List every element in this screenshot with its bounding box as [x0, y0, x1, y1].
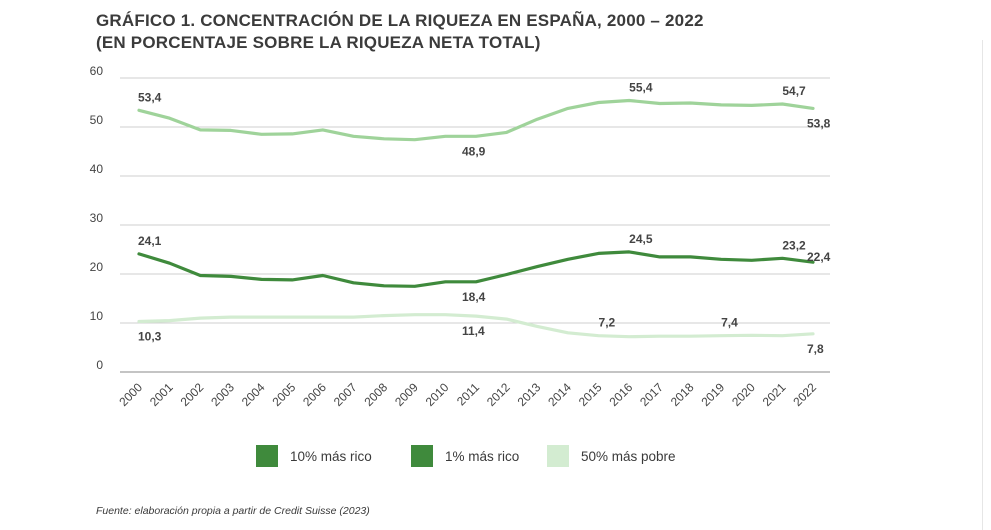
y-tick-label-60: 60	[90, 64, 104, 78]
legend: 10% más rico 1% más rico 50% más pobre	[0, 444, 991, 468]
x-tick-label-2019: 2019	[698, 380, 727, 409]
x-tick-label-2022: 2022	[790, 380, 819, 409]
x-tick-label-2008: 2008	[361, 380, 390, 409]
x-tick-label-2010: 2010	[423, 380, 452, 409]
x-tick-label-2018: 2018	[668, 380, 697, 409]
x-tick-label-2012: 2012	[484, 380, 513, 409]
data-label-10-mas-rico-2011: 48,9	[462, 144, 486, 158]
data-label-1-mas-rico-2016: 24,5	[629, 232, 653, 246]
data-label-10-mas-rico-2022: 53,8	[807, 116, 831, 130]
chart-subtitle: (EN PORCENTAJE SOBRE LA RIQUEZA NETA TOT…	[96, 33, 541, 52]
legend-item-10-mas-rico: 10% más rico	[256, 444, 372, 468]
data-label-50-mas-pobre-2022: 7,8	[807, 342, 824, 356]
legend-item-50-mas-pobre: 50% más pobre	[547, 444, 676, 468]
x-tick-label-2016: 2016	[607, 380, 636, 409]
x-tick-label-2020: 2020	[729, 380, 758, 409]
x-tick-label-2017: 2017	[637, 380, 666, 409]
data-label-1-mas-rico-2011: 18,4	[462, 290, 486, 304]
legend-swatch-50-mas-pobre	[547, 445, 569, 467]
data-label-1-mas-rico-2000: 24,1	[138, 234, 162, 248]
y-tick-label-30: 30	[90, 211, 104, 225]
y-tick-label-20: 20	[90, 260, 104, 274]
x-tick-label-2009: 2009	[392, 380, 421, 409]
data-label-10-mas-rico-2021: 54,7	[782, 84, 806, 98]
x-tick-label-2004: 2004	[239, 380, 268, 409]
data-label-1-mas-rico-2022: 22,4	[807, 250, 831, 264]
y-tick-label-10: 10	[90, 309, 104, 323]
x-tick-label-2007: 2007	[331, 380, 360, 409]
chart-title-line1: GRÁFICO 1. CONCENTRACIÓN DE LA RIQUEZA E…	[96, 11, 704, 30]
x-tick-label-2013: 2013	[515, 380, 544, 409]
data-label-50-mas-pobre-2019: 7,4	[721, 316, 738, 330]
legend-item-1-mas-rico: 1% más rico	[411, 444, 519, 468]
x-tick-label-2011: 2011	[454, 380, 482, 408]
data-label-50-mas-pobre-2015: 7,2	[599, 316, 616, 330]
legend-swatch-10-mas-rico	[256, 445, 278, 467]
x-tick-label-2003: 2003	[208, 380, 237, 409]
x-tick-label-2001: 2001	[147, 380, 176, 409]
x-tick-label-2002: 2002	[178, 380, 207, 409]
x-tick-label-2015: 2015	[576, 380, 605, 409]
chart-title: GRÁFICO 1. CONCENTRACIÓN DE LA RIQUEZA E…	[96, 10, 704, 54]
x-tick-label-2006: 2006	[300, 380, 329, 409]
x-tick-label-2005: 2005	[270, 380, 299, 409]
data-label-1-mas-rico-2021: 23,2	[782, 238, 806, 252]
legend-label-50-mas-pobre: 50% más pobre	[581, 448, 676, 464]
series-line-1-mas-rico	[137, 250, 815, 288]
legend-swatch-1-mas-rico	[411, 445, 433, 467]
data-label-10-mas-rico-2000: 53,4	[138, 90, 162, 104]
source-note: Fuente: elaboración propia a partir de C…	[96, 505, 370, 517]
data-label-50-mas-pobre-2000: 10,3	[138, 330, 162, 344]
y-tick-label-0: 0	[96, 358, 103, 372]
x-tick-label-2000: 2000	[116, 380, 145, 409]
data-label-10-mas-rico-2016: 55,4	[629, 81, 653, 95]
series-line-50-mas-pobre	[137, 313, 815, 339]
data-label-50-mas-pobre-2011: 11,4	[462, 324, 485, 338]
x-tick-label-2021: 2021	[760, 380, 789, 409]
series-line-10-mas-rico	[137, 98, 815, 142]
divider	[982, 40, 983, 530]
x-tick-label-2014: 2014	[545, 380, 574, 409]
legend-label-1-mas-rico: 1% más rico	[445, 448, 520, 464]
y-tick-label-40: 40	[90, 162, 104, 176]
y-tick-label-50: 50	[90, 113, 104, 127]
legend-label-10-mas-rico: 10% más rico	[290, 448, 372, 464]
